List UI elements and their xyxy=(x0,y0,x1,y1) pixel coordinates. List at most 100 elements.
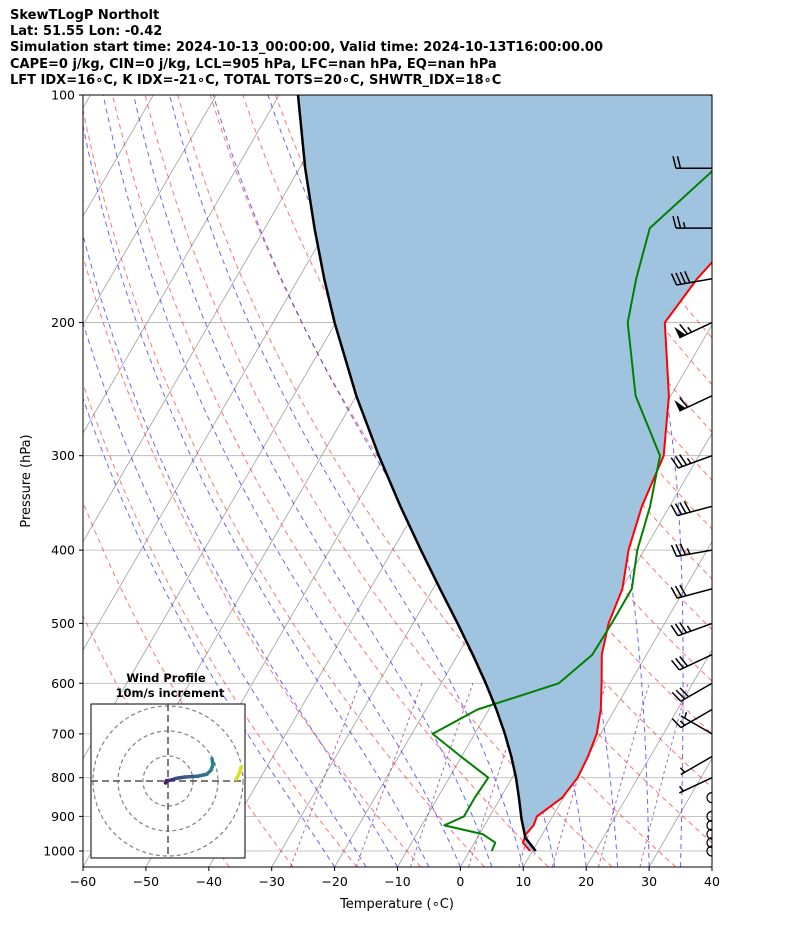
wind-barb xyxy=(680,711,712,735)
isotherm xyxy=(711,866,712,867)
isotherm xyxy=(83,95,280,435)
x-axis-label: Temperature (∘C) xyxy=(339,897,454,912)
stability-parameters: CAPE=0 j/kg, CIN=0 j/kg, LCL=905 hPa, LF… xyxy=(10,56,497,72)
dry-adiabat xyxy=(177,95,677,867)
stability-indices: LFT IDX=16∘C, K IDX=-21∘C, TOTAL TOTS=20… xyxy=(10,72,502,88)
barb-full xyxy=(675,272,682,285)
wind-barb xyxy=(670,500,712,517)
dry-adiabat xyxy=(144,95,613,867)
barb-full xyxy=(672,156,677,169)
barb-full xyxy=(679,502,687,514)
calm-wind-circle xyxy=(706,810,712,822)
isotherm xyxy=(83,95,343,543)
sounding-profiles xyxy=(296,95,712,852)
y-tick-label: 900 xyxy=(51,809,75,824)
barb-full xyxy=(670,504,678,516)
x-tick-label: 20 xyxy=(578,874,594,889)
barb-full xyxy=(670,457,679,469)
wind-barb xyxy=(672,215,712,229)
barb-half xyxy=(683,711,688,719)
barb-half xyxy=(679,767,686,773)
barb-full xyxy=(679,271,687,284)
mixing-ratio-line xyxy=(639,683,689,867)
barb-full xyxy=(684,271,691,283)
wind-barb xyxy=(670,584,712,599)
hodograph-surface-segment xyxy=(238,765,243,774)
dry-adiabat xyxy=(83,107,485,867)
x-tick-label: 30 xyxy=(641,874,657,889)
isotherm xyxy=(775,95,794,867)
wind-barb xyxy=(670,454,712,469)
barb-shaft xyxy=(679,654,712,671)
barb-full xyxy=(679,323,689,335)
barb-shaft xyxy=(680,755,712,776)
barb-full xyxy=(674,585,683,598)
x-tick-label: −30 xyxy=(259,874,285,889)
x-tick-label: 40 xyxy=(704,874,720,889)
barb-half xyxy=(687,326,693,333)
barb-full xyxy=(675,657,685,669)
barb-half xyxy=(679,720,686,726)
wind-barb xyxy=(671,708,712,729)
barb-half xyxy=(686,625,692,632)
isotherm xyxy=(585,649,712,867)
barb-full xyxy=(670,586,678,599)
barb-full xyxy=(674,623,684,635)
barb-shaft xyxy=(680,682,712,702)
barb-half xyxy=(686,548,691,555)
moist-adiabat xyxy=(83,396,336,867)
barb-shaft xyxy=(676,549,712,558)
y-tick-label: 300 xyxy=(51,448,75,463)
chart-title: SkewTLogP Northolt xyxy=(10,8,160,23)
barb-full xyxy=(671,691,682,702)
barb-full xyxy=(679,454,688,466)
mixing-ratio-line xyxy=(409,683,474,867)
x-tick-label: −40 xyxy=(196,874,222,889)
x-tick-label: −10 xyxy=(384,874,410,889)
x-tick-label: 10 xyxy=(515,874,531,889)
wind-barb xyxy=(670,621,712,637)
calm-wind-circle xyxy=(706,828,712,840)
barb-full xyxy=(671,718,682,729)
y-tick-label: 1000 xyxy=(43,843,75,858)
barb-full xyxy=(679,397,689,408)
wind-barb xyxy=(674,321,712,339)
y-tick-label: 600 xyxy=(51,676,75,691)
y-axis-label: Pressure (hPa) xyxy=(19,434,34,527)
temperature-profile xyxy=(521,260,712,852)
chart-header: SkewTLogP Northolt Lat: 51.55 Lon: -0.42… xyxy=(10,8,790,89)
moist-adiabat xyxy=(133,95,493,867)
inset-subtitle: 10m/s increment xyxy=(116,686,225,700)
mixing-ratio-line xyxy=(290,683,361,867)
x-tick-label: 0 xyxy=(456,874,464,889)
barb-half xyxy=(682,221,686,229)
isotherm xyxy=(522,540,712,867)
x-tick-label: −60 xyxy=(70,874,96,889)
barb-shaft xyxy=(680,715,712,735)
cape-cin-shading xyxy=(298,95,712,851)
wind-barb xyxy=(671,654,712,671)
mixing-ratio-line xyxy=(355,683,423,867)
y-tick-label: 200 xyxy=(51,315,75,330)
barb-full xyxy=(679,656,689,667)
barb-half xyxy=(686,457,692,464)
barb-shaft xyxy=(677,588,712,599)
barb-shaft xyxy=(677,454,712,469)
barb-full xyxy=(674,80,676,92)
mixing-ratio-line xyxy=(597,683,650,867)
moist-adiabat xyxy=(83,320,367,867)
barb-full xyxy=(679,584,687,597)
wind-barb xyxy=(670,271,712,286)
barb-full xyxy=(683,500,691,513)
wind-barb xyxy=(674,80,712,96)
barb-full xyxy=(679,621,688,634)
barb-full xyxy=(675,689,686,700)
barb-full xyxy=(670,273,678,286)
isotherm xyxy=(83,95,217,326)
moist-adiabat xyxy=(169,95,524,867)
dry-adiabat xyxy=(112,95,549,867)
moist-adiabat xyxy=(102,95,461,867)
y-axis-ticks: 100 200 300 400 500 600 700 800 900 1000 xyxy=(43,88,83,858)
barb-full xyxy=(674,503,683,515)
barb-full xyxy=(679,687,690,698)
